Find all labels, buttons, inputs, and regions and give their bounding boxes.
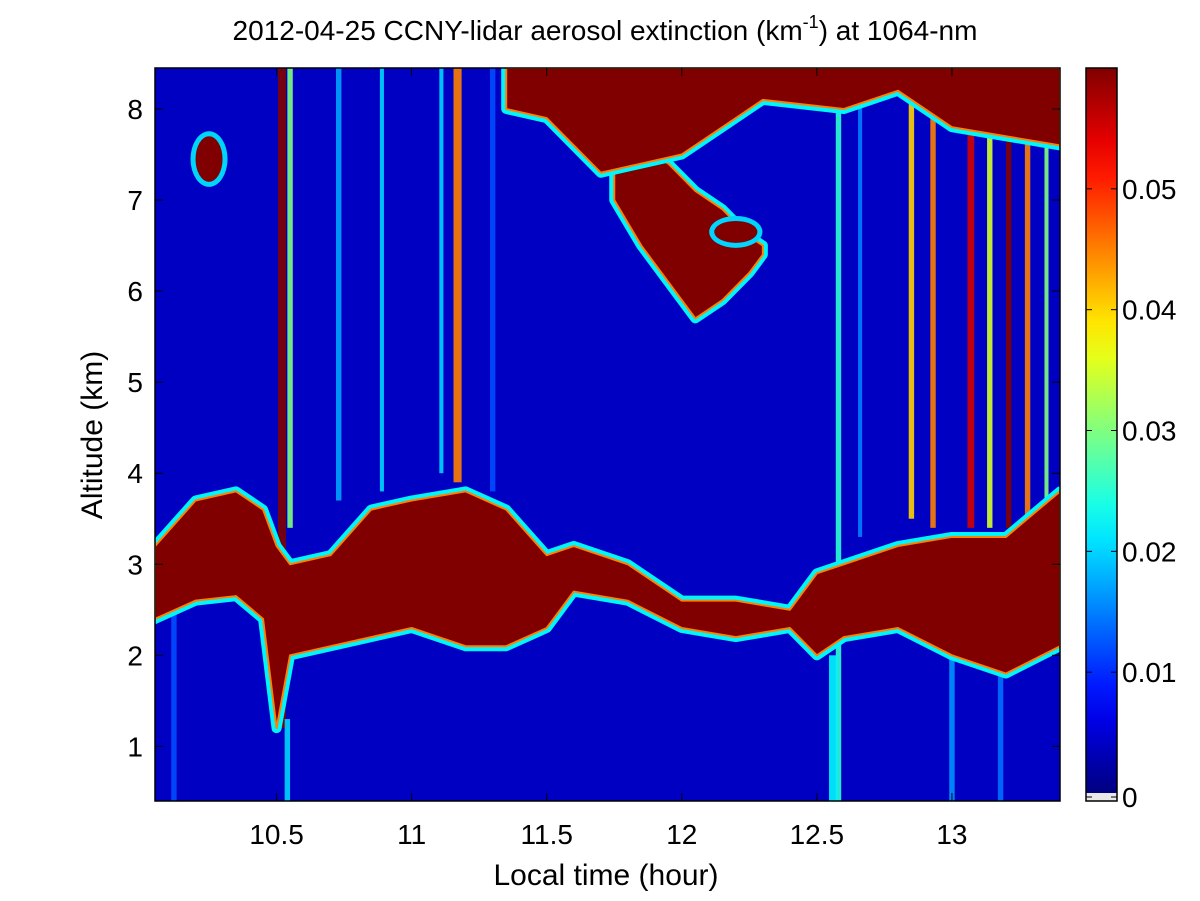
colorbar-tick-label-2: 0.02 <box>1122 536 1177 567</box>
extinction-column-13 <box>967 68 975 528</box>
x-tick-label-1: 11 <box>397 819 426 850</box>
x-tick-label-4: 12.5 <box>790 819 845 850</box>
y-tick-label-2: 3 <box>127 549 143 580</box>
extinction-column-3 <box>284 719 291 801</box>
x-tick-label-2: 11.5 <box>521 819 573 850</box>
x-tick-label-0: 10.5 <box>249 819 304 850</box>
extinction-column-2 <box>287 68 293 528</box>
extinction-column-8 <box>489 68 496 492</box>
y-tick-label-7: 8 <box>127 94 143 125</box>
y-tick-label-0: 1 <box>127 731 143 762</box>
extinction-column-11 <box>908 68 915 519</box>
extinction-column-10 <box>858 68 863 537</box>
y-tick-label-5: 6 <box>127 276 143 307</box>
title-superscript: -1 <box>803 12 819 32</box>
colorbar-ticks: 0 0.01 0.02 0.03 0.04 0.05 <box>1086 174 1177 813</box>
plot-frame <box>154 67 1061 802</box>
chart-title: 2012-04-25 CCNY-lidar aerosol extinction… <box>233 12 978 46</box>
extinction-column-9 <box>835 68 842 801</box>
extinction-column-0 <box>171 546 177 801</box>
extinction-column-12 <box>930 68 936 528</box>
extinction-column-19 <box>949 655 955 801</box>
extinction-column-17 <box>1044 68 1049 510</box>
extinction-column-1 <box>277 68 287 729</box>
x-axis-label: Local time (hour) <box>493 859 718 892</box>
y-axis-label: Altitude (km) <box>76 351 109 519</box>
heatmap-plot-area <box>154 67 1061 802</box>
colorbar-tick-label-4: 0.04 <box>1122 295 1177 326</box>
extinction-column-14 <box>987 68 993 528</box>
y-tick-label-3: 4 <box>127 458 143 489</box>
colorbar-tick-label-1: 0.01 <box>1122 657 1177 688</box>
colorbar-tick-label-3: 0.03 <box>1122 416 1177 447</box>
x-tick-label-3: 12 <box>666 819 697 850</box>
heatmap-features <box>155 68 1060 801</box>
extinction-column-16 <box>1024 68 1031 528</box>
y-tick-label-1: 2 <box>127 640 143 671</box>
colorbar-tick-label-0: 0 <box>1122 782 1138 813</box>
extinction-column-15 <box>1005 68 1012 528</box>
extinction-column-6 <box>453 68 462 483</box>
upper-layer <box>505 68 1060 174</box>
mid-level-smoke-plume <box>613 117 764 320</box>
colorbar-tick-label-5: 0.05 <box>1122 174 1177 205</box>
extinction-column-5 <box>379 68 384 492</box>
extinction-column-20 <box>997 673 1004 801</box>
y-tick-label-6: 7 <box>127 185 143 216</box>
extinction-column-18 <box>829 655 838 801</box>
colorbar: 0 0.01 0.02 0.03 0.04 0.05 <box>1085 67 1177 813</box>
extinction-column-4 <box>336 68 342 501</box>
colorbar-frame <box>1085 67 1118 802</box>
y-axis-ticks: 1 2 3 4 5 6 7 8 <box>127 94 1060 762</box>
isolated-cloud <box>195 136 223 182</box>
x-axis-ticks: 10.5 11 11.5 12 12.5 13 <box>249 68 968 850</box>
boundary-layer-aerosol-top <box>155 490 1060 730</box>
title-suffix: ) at 1064-nm <box>819 15 978 46</box>
extinction-column-7 <box>439 68 444 474</box>
colorbar-zero-swatch <box>1086 793 1117 801</box>
y-tick-label-4: 5 <box>127 367 143 398</box>
cloud-fragment <box>714 220 758 243</box>
x-tick-label-5: 13 <box>936 819 967 850</box>
title-prefix: 2012-04-25 CCNY-lidar aerosol extinction… <box>233 15 803 46</box>
